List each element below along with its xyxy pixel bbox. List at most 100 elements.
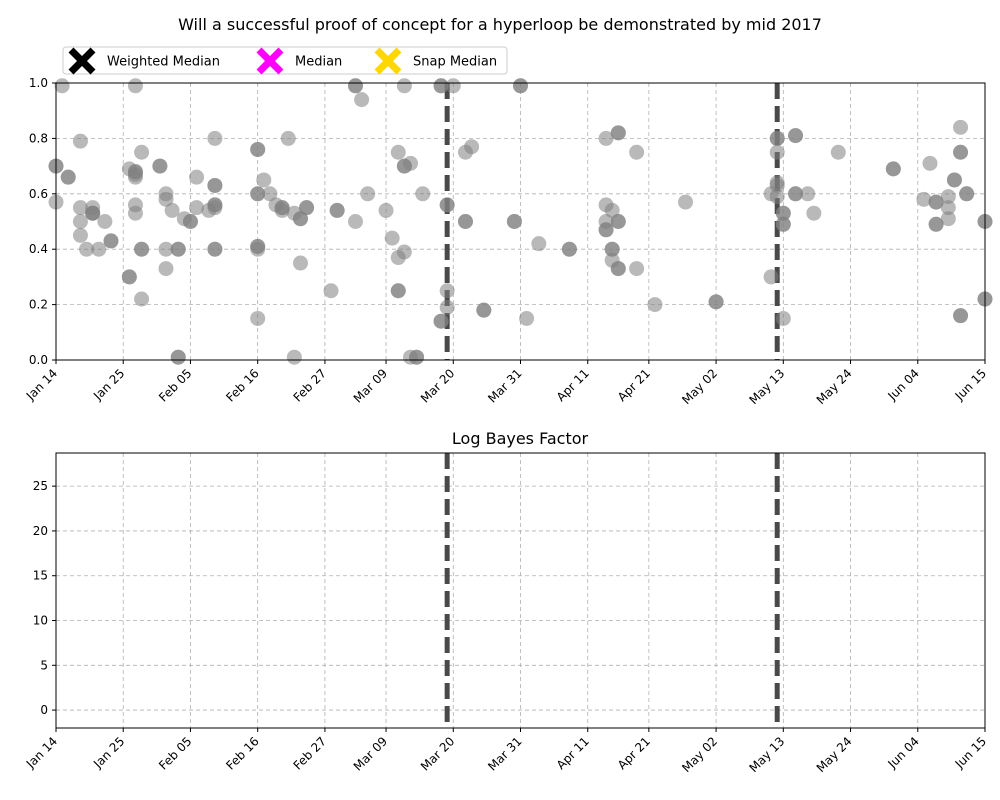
data-point-overlap [775, 216, 791, 232]
x-tick-label: Jan 14 [23, 734, 60, 771]
bottom-vertical-lines [444, 453, 780, 728]
x-tick-label: Jan 25 [90, 366, 127, 403]
data-point-overlap [170, 241, 186, 257]
x-tick-label: Mar 31 [485, 366, 524, 405]
data-point [415, 186, 431, 202]
data-point-overlap [959, 186, 975, 202]
data-point [158, 191, 174, 207]
x-tick-label: Jun 15 [952, 734, 989, 771]
data-point-overlap [121, 269, 137, 285]
data-point-overlap [775, 205, 791, 221]
x-tick-label: Mar 31 [485, 734, 524, 773]
data-point [72, 200, 88, 216]
data-point [953, 119, 969, 135]
data-point-overlap [299, 200, 315, 216]
data-point-overlap [60, 169, 76, 185]
data-point-overlap [476, 302, 492, 318]
data-point-overlap [769, 130, 785, 146]
x-tick-label: May 13 [746, 366, 787, 407]
data-point-overlap [127, 164, 143, 180]
data-point-overlap [250, 186, 266, 202]
x-tick-label: Jun 04 [885, 734, 922, 771]
data-point-overlap [433, 78, 449, 94]
y-tick-label: 25 [33, 479, 48, 493]
y-tick-label: 15 [33, 569, 48, 583]
data-point [292, 255, 308, 271]
data-point-overlap [953, 308, 969, 324]
data-point [72, 214, 88, 229]
top-x-ticks: Jan 14 Jan 25 Feb 05 Feb 16 Feb 27 Mar 09 Mar … [23, 360, 989, 407]
data-point-overlap [409, 349, 425, 365]
y-tick-label: 5 [40, 658, 48, 672]
data-point-overlap [207, 241, 223, 257]
y-tick-label: 0 [40, 703, 48, 717]
data-point [519, 310, 535, 326]
data-point-overlap [610, 125, 626, 141]
data-point [775, 310, 791, 326]
data-point-overlap [207, 177, 223, 193]
data-point [134, 144, 150, 160]
y-tick-label: 1.0 [29, 76, 48, 90]
data-point [354, 92, 370, 108]
x-tick-label: May 02 [679, 734, 720, 775]
data-point [800, 186, 816, 202]
data-point-overlap [885, 161, 901, 177]
data-point-overlap [347, 78, 363, 94]
bottom-plot: Jan 14 Jan 25 Feb 05 Feb 16 Feb 27 Mar 09 Mar … [23, 452, 989, 775]
data-point [158, 261, 174, 277]
x-tick-label: Jun 04 [885, 366, 922, 403]
data-point-overlap [513, 78, 528, 94]
data-point [940, 200, 956, 216]
data-point [940, 189, 956, 205]
data-point [916, 191, 932, 207]
y-tick-label: 0.2 [29, 298, 48, 312]
y-tick-label: 0.8 [29, 131, 48, 145]
y-tick-label: 0.4 [29, 242, 48, 256]
data-point [378, 202, 394, 218]
data-point [127, 78, 143, 94]
data-point [598, 130, 614, 146]
x-tick-label: Jun 15 [952, 366, 989, 403]
bottom-x-ticks: Jan 14 Jan 25 Feb 05 Feb 16 Feb 27 Mar 09 Mar … [23, 728, 989, 775]
data-point-overlap [182, 214, 198, 229]
data-point [286, 349, 302, 365]
data-point-overlap [103, 233, 119, 249]
data-point [629, 144, 645, 160]
x-tick-label: Feb 27 [291, 366, 329, 404]
data-point-overlap [170, 349, 186, 365]
x-tick-label: Apr 21 [615, 366, 653, 404]
data-point-overlap [598, 222, 614, 238]
top-plot: Jan 14 Jan 25 Feb 05 Feb 16 Feb 27 Mar 09 Mar … [23, 76, 993, 407]
data-point-overlap [928, 194, 944, 210]
x-tick-label: Feb 16 [223, 734, 261, 772]
data-point-overlap [85, 205, 101, 221]
data-point [439, 283, 455, 299]
data-point [262, 186, 278, 202]
data-point-overlap [561, 241, 577, 257]
data-point [256, 172, 272, 188]
data-point [396, 244, 412, 260]
data-point [347, 214, 363, 229]
x-tick-label: May 13 [746, 734, 787, 775]
data-point-overlap [134, 241, 150, 257]
x-tick-label: Mar 09 [351, 734, 390, 773]
x-tick-label: Jan 14 [23, 366, 60, 403]
x-icon [68, 47, 96, 75]
x-tick-label: Mar 20 [418, 366, 457, 405]
data-point [79, 241, 95, 257]
x-tick-label: May 24 [814, 366, 855, 407]
data-point-overlap [506, 214, 522, 229]
data-point-overlap [928, 216, 944, 232]
x-tick-label: Mar 09 [351, 366, 390, 405]
bottom-grid [55, 453, 986, 728]
data-point [390, 144, 406, 160]
data-point-overlap [953, 144, 969, 160]
data-point [360, 186, 376, 202]
data-point-overlap [274, 200, 290, 216]
data-point [189, 169, 205, 185]
data-point [769, 189, 785, 205]
data-point [439, 299, 455, 315]
data-point-overlap [788, 186, 804, 202]
data-point [91, 241, 107, 257]
